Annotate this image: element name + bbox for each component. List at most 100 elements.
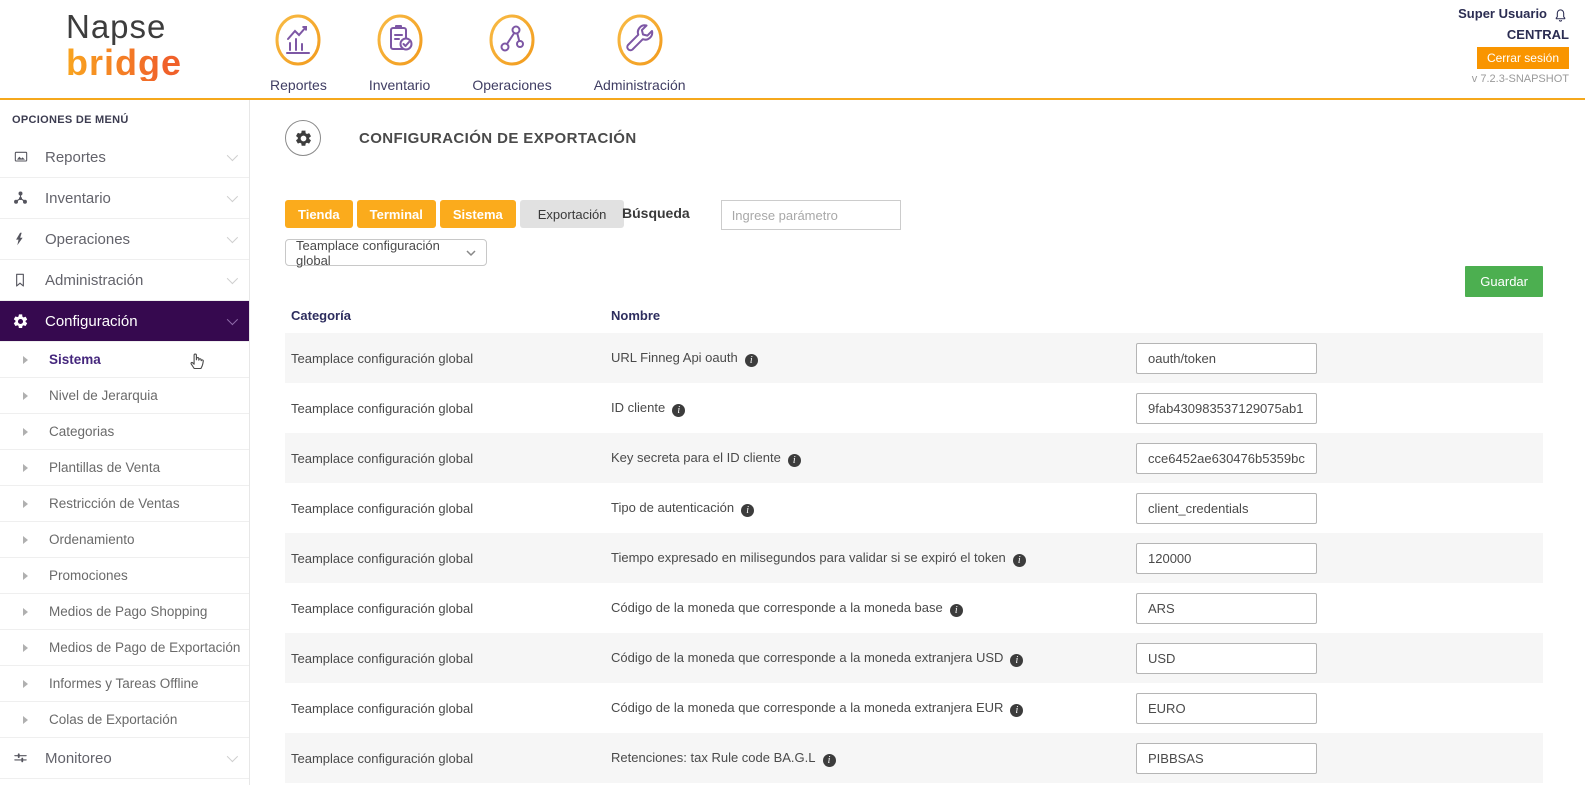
value-cell <box>1130 633 1543 683</box>
value-cell <box>1130 333 1543 383</box>
sidebar-subitem-sistema[interactable]: Sistema <box>0 342 249 378</box>
info-icon[interactable] <box>1012 553 1026 567</box>
tab-terminal[interactable]: Terminal <box>356 200 436 228</box>
search-input[interactable] <box>720 200 901 230</box>
user-box: Super Usuario CENTRAL Cerrar sesión v 7.… <box>1458 6 1569 85</box>
sidebar-item-reportes[interactable]: Reportes <box>0 137 249 178</box>
sidebar-item-operaciones[interactable]: Operaciones <box>0 219 249 260</box>
info-icon[interactable] <box>741 503 755 517</box>
value-cell <box>1130 433 1543 483</box>
sidebar-subitem-promociones[interactable]: Promociones <box>0 558 249 594</box>
table-row: Teamplace configuración global Tipo de au… <box>285 483 1543 533</box>
sidebar-subitem-restriccion-de-ventas[interactable]: Restricción de Ventas <box>0 486 249 522</box>
category-cell: Teamplace configuración global <box>291 650 474 666</box>
name-cell: Código de la moneda que corresponde a la… <box>605 683 1130 733</box>
user-location: CENTRAL <box>1506 27 1569 42</box>
sidebar-item-label: Inventario <box>45 189 111 207</box>
wrench-icon <box>612 12 668 75</box>
config-value-input[interactable] <box>1136 592 1317 624</box>
sidebar-subitem-categorias[interactable]: Categorias <box>0 414 249 450</box>
bookmark-icon <box>12 271 32 289</box>
table-row: Teamplace configuración global URL Finneg… <box>285 333 1543 383</box>
config-value-input[interactable] <box>1136 742 1317 774</box>
caret-right-icon <box>23 571 28 580</box>
app-version: v 7.2.3-SNAPSHOT <box>1471 73 1569 85</box>
config-name: Código de la moneda que corresponde a la… <box>611 649 1004 665</box>
sidebar-subitem-label: Categorias <box>49 424 115 439</box>
sidebar-subitem-informes-y-tareas-offline[interactable]: Informes y Tareas Offline <box>0 666 249 702</box>
name-cell: Tipo de autenticación <box>605 483 1130 533</box>
info-icon[interactable] <box>949 603 963 617</box>
sidebar-subitem-label: Medios de Pago de Exportación <box>49 640 241 655</box>
nav-item-label: Operaciones <box>472 77 552 93</box>
config-value-input[interactable] <box>1136 492 1317 524</box>
value-cell <box>1130 533 1543 583</box>
category-cell: Teamplace configuración global <box>291 350 474 366</box>
value-cell <box>1130 683 1543 733</box>
sidebar-subitem-colas-de-exportacion[interactable]: Colas de Exportación <box>0 702 249 738</box>
category-cell: Teamplace configuración global <box>291 450 474 466</box>
sidebar-item-monitoreo[interactable]: Monitoreo <box>0 738 249 779</box>
config-value-input[interactable] <box>1136 442 1317 474</box>
name-cell: Tiempo expresado en milisegundos para va… <box>605 533 1130 583</box>
sidebar-subitem-label: Plantillas de Venta <box>49 460 161 475</box>
value-cell <box>1130 383 1543 433</box>
info-icon[interactable] <box>1010 653 1024 667</box>
chart-image-icon <box>12 148 32 166</box>
config-value-input[interactable] <box>1136 342 1317 374</box>
logo-text-bridge: bridge <box>66 42 183 83</box>
info-icon[interactable] <box>787 453 801 467</box>
sidebar-subitem-medios-de-pago-de-exportacion[interactable]: Medios de Pago de Exportación <box>0 630 249 666</box>
nav-item-label: Administración <box>593 77 686 93</box>
page-gear-icon <box>285 120 321 156</box>
sidebar-subitem-label: Informes y Tareas Offline <box>49 676 199 691</box>
clipboard-check-icon <box>372 12 428 75</box>
save-button[interactable]: Guardar <box>1465 266 1543 297</box>
sidebar-item-inventario[interactable]: Inventario <box>0 178 249 219</box>
info-icon[interactable] <box>822 753 836 767</box>
caret-right-icon <box>23 463 28 472</box>
value-cell <box>1130 583 1543 633</box>
sidebar-item-label: Monitoreo <box>45 749 112 767</box>
sidebar-subitem-nivel-de-jerarquia[interactable]: Nivel de Jerarquia <box>0 378 249 414</box>
info-icon[interactable] <box>1010 703 1024 717</box>
app-logo[interactable]: Napse bridge <box>66 10 182 81</box>
category-cell: Teamplace configuración global <box>291 550 474 566</box>
config-name: URL Finneg Api oauth <box>611 349 738 365</box>
tab-tienda[interactable]: Tienda <box>285 200 353 228</box>
gear-icon <box>12 312 32 330</box>
category-cell: Teamplace configuración global <box>291 400 474 416</box>
tab-sistema[interactable]: Sistema <box>439 200 516 228</box>
sidebar-subitem-medios-de-pago-shopping[interactable]: Medios de Pago Shopping <box>0 594 249 630</box>
sidebar-subitem-plantillas-de-venta[interactable]: Plantillas de Venta <box>0 450 249 486</box>
caret-right-icon <box>23 499 28 508</box>
config-value-input[interactable] <box>1136 642 1317 674</box>
config-value-input[interactable] <box>1136 542 1317 574</box>
tab-exportacion[interactable]: Exportación <box>519 200 625 228</box>
nav-item-operaciones[interactable]: Operaciones <box>472 12 552 93</box>
sidebar-subitem-ordenamiento[interactable]: Ordenamiento <box>0 522 249 558</box>
table-row: Teamplace configuración global Código de … <box>285 683 1543 733</box>
config-name: ID cliente <box>611 399 666 415</box>
sidebar-subitem-label: Promociones <box>49 568 128 583</box>
config-value-input[interactable] <box>1136 692 1317 724</box>
info-icon[interactable] <box>744 353 758 367</box>
config-type-select[interactable]: Teamplace configuración global <box>285 238 487 268</box>
sidebar-item-configuracion[interactable]: Configuración <box>0 301 249 342</box>
info-icon[interactable] <box>672 403 686 417</box>
logout-button[interactable]: Cerrar sesión <box>1476 47 1569 69</box>
sidebar-item-administracion[interactable]: Administración <box>0 260 249 301</box>
sidebar-subitem-label: Colas de Exportación <box>49 712 178 727</box>
nav-item-reportes[interactable]: Reportes <box>270 12 327 93</box>
nav-item-administracion[interactable]: Administración <box>594 12 686 93</box>
bell-icon[interactable] <box>1552 6 1569 26</box>
config-name: Key secreta para el ID cliente <box>611 449 781 465</box>
name-cell: Código de la moneda que corresponde a la… <box>605 633 1130 683</box>
nav-item-label: Reportes <box>270 77 327 93</box>
value-cell <box>1130 733 1543 783</box>
app-header: Napse bridge Reportes Inventario Operacion… <box>0 0 1585 100</box>
bar-chart-icon <box>270 12 326 75</box>
table-row: Teamplace configuración global ID cliente <box>285 383 1543 433</box>
nav-item-inventario[interactable]: Inventario <box>369 12 430 93</box>
config-value-input[interactable] <box>1136 392 1317 424</box>
